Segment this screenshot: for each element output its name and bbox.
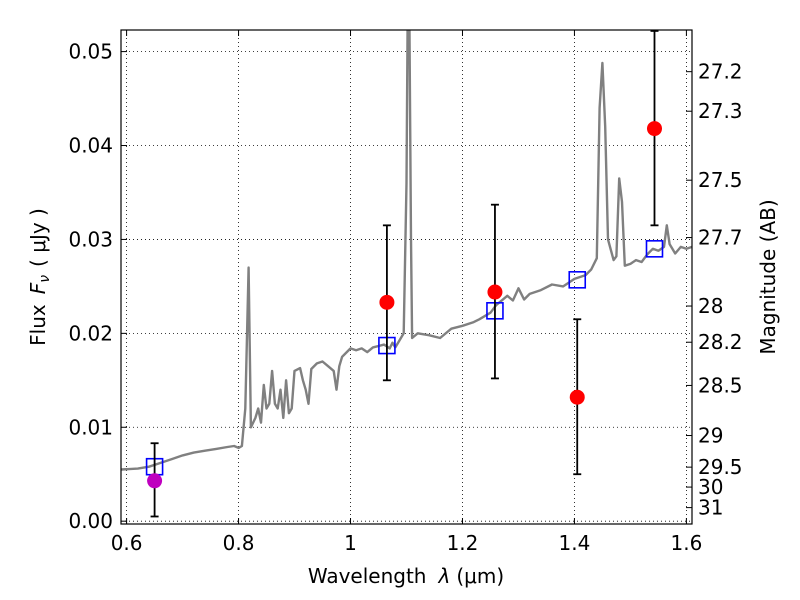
x-axis-label-unit: (μm) [456,564,504,588]
model-bandpass-square [645,240,664,258]
x-tick-label: 1 [344,531,357,555]
x-axis-label: Wavelength λ (μm) [308,564,504,588]
plot-data-layer [121,30,692,518]
y-axis-label-symbol: F [26,282,50,294]
x-tick-label: 1.4 [559,531,591,555]
y-tick-label: 0.04 [68,134,113,158]
y-axis-label-text: Flux [26,304,50,346]
y2-axis-label: Magnitude (AB) [756,199,780,354]
axis-ticks: 0.6 0.8 1 1.2 1.4 1.6 0.00 0.01 0.02 0.03 0.04 0.05… [68,30,743,555]
y-axis-label-subscript: ν [37,275,53,283]
x-axis-label-symbol: λ [438,564,451,588]
plot-frame [120,29,693,525]
y2-tick-label: 28.2 [698,330,743,354]
y-tick-label: 0.01 [68,415,113,439]
y2-tick-label: 31 [698,496,723,520]
y-tick-label: 0.05 [68,40,113,64]
y-axis-label: Flux Fν ( μJy ) [26,208,53,346]
model-spectrum-line [121,30,692,471]
observed-flux-point [379,294,395,310]
y2-tick-label: 27.5 [698,168,743,192]
observed-flux-point [646,121,662,137]
y2-tick-label: 27.3 [698,99,743,123]
y2-tick-label: 28.5 [698,373,743,397]
observed-flux-point [487,284,503,300]
x-tick-label: 0.6 [111,531,143,555]
y2-tick-label: 28 [698,294,723,318]
observed-flux-point [147,473,163,489]
y-tick-label: 0.00 [68,509,113,533]
x-tick-label: 1.2 [447,531,479,555]
model-bandpass-square [568,271,587,289]
y2-tick-label: 30 [698,475,723,499]
y2-tick-label: 27.7 [698,226,743,250]
y-tick-label: 0.02 [68,321,113,345]
y-tick-label: 0.03 [68,227,113,251]
y-axis-label-unit: ( μJy ) [26,208,50,267]
y2-tick-label: 27.2 [698,60,743,84]
x-axis-label-text: Wavelength [308,564,427,588]
y2-tick-label: 29.5 [698,455,743,479]
x-tick-label: 0.8 [223,531,255,555]
observed-flux-point [569,389,585,405]
y2-tick-label: 29 [698,424,723,448]
x-tick-label: 1.6 [670,531,702,555]
